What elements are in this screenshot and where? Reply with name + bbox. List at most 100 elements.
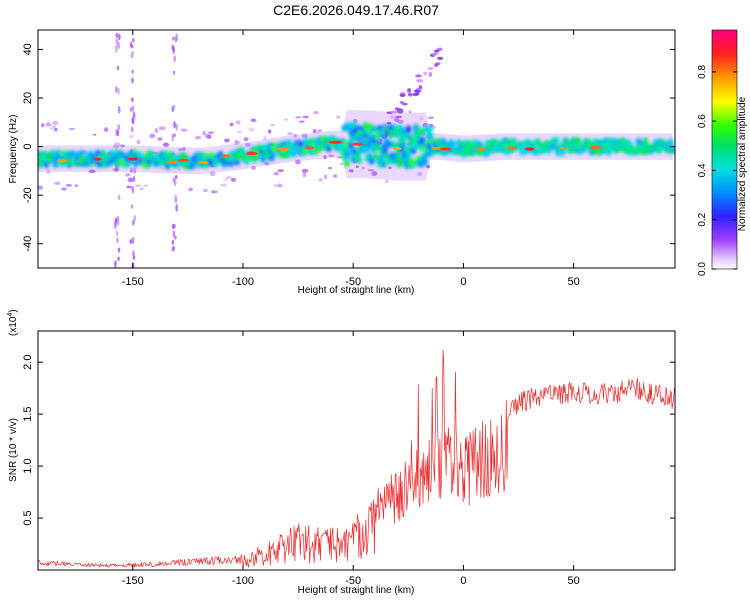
spectral-speck <box>295 159 301 165</box>
ridge-peak <box>177 158 190 162</box>
spectral-streak <box>133 167 136 174</box>
ridge-cell <box>667 140 674 148</box>
ridge-peak <box>57 158 68 163</box>
spectral-streak <box>132 250 135 257</box>
spectral-streak <box>117 41 120 50</box>
snr-y-scale-factor: (x104) <box>7 309 19 336</box>
spectrogram-y-axis-label: Frequency (Hz) <box>8 115 19 184</box>
spectrogram-y-tick-label: -40 <box>22 236 34 252</box>
spectral-speck <box>302 115 309 119</box>
snr-x-tick-label: 50 <box>567 575 579 587</box>
spectral-streak <box>115 86 118 93</box>
spectral-speck <box>273 171 280 176</box>
spectral-streak <box>175 203 178 212</box>
spectral-speck <box>180 128 188 132</box>
ridge-cell <box>669 146 675 154</box>
spectrogram-y-tick-label: 0 <box>22 144 34 150</box>
ridge-cell <box>387 141 394 149</box>
spectral-streak <box>114 221 117 227</box>
spectral-speck <box>301 168 309 173</box>
snr-y-tick-label: 1.0 <box>22 458 34 473</box>
colorbar-gradient <box>711 29 738 270</box>
spectral-streak <box>172 230 176 238</box>
spectral-speck <box>416 79 424 83</box>
spectrogram-x-tick-label: -150 <box>122 276 144 288</box>
spectral-speck <box>65 183 72 187</box>
ridge-peak <box>328 140 343 144</box>
spectrogram-y-tick-label: 40 <box>22 43 34 55</box>
spectral-speck <box>177 167 182 171</box>
ridge-cell <box>354 152 361 160</box>
spectral-speck <box>92 133 97 136</box>
spectral-speck <box>436 47 443 51</box>
spectrogram-x-tick-label: 0 <box>460 276 466 288</box>
spectral-speck <box>194 135 202 140</box>
spectral-speck <box>348 169 354 173</box>
spectral-streak <box>172 105 176 110</box>
spectral-speck <box>181 146 186 152</box>
spectral-speck <box>103 127 109 133</box>
snr-x-tick-label: -50 <box>345 575 361 587</box>
spectral-speck <box>209 171 216 177</box>
spectral-speck <box>207 131 215 135</box>
ridge-core <box>38 121 675 171</box>
ridge-cell <box>290 150 297 158</box>
snr-ticks: -150 -100 -50 0 50 0.5 1.0 1.5 2.0 <box>22 331 675 587</box>
ridge-cell <box>627 141 634 149</box>
spectral-speck <box>149 133 156 139</box>
ridge-peak <box>392 146 402 151</box>
spectral-speck <box>159 166 165 170</box>
spectral-speck <box>113 142 121 147</box>
spectral-streak <box>132 219 135 226</box>
colorbar-tick-label: 0.8 <box>697 64 708 78</box>
spectral-speck <box>277 183 283 188</box>
spectral-speck <box>52 125 56 128</box>
ridge-cell <box>325 145 332 153</box>
figure-title: C2E6.2026.049.17.46.R07 <box>273 2 439 18</box>
spectral-speck <box>158 126 166 131</box>
ridge-cell <box>378 154 385 162</box>
spectral-speck <box>317 129 323 132</box>
spectrogram-heatmap <box>38 32 675 268</box>
ridge-cell <box>269 152 276 160</box>
ridge-cell <box>405 152 412 160</box>
spectral-speck <box>220 183 227 187</box>
spectral-speck <box>406 88 412 93</box>
ridge-peak <box>558 146 567 151</box>
spectral-streak <box>131 97 134 103</box>
snr-x-axis-label: Height of straight line (km) <box>298 585 415 596</box>
ridge-cell <box>449 141 456 149</box>
spectral-streak <box>132 175 136 182</box>
spectral-streak <box>117 107 121 114</box>
spectral-speck <box>415 74 422 78</box>
colorbar-ticks: 0.0 0.2 0.4 0.6 0.8 <box>697 64 737 276</box>
spectral-streak <box>118 33 121 41</box>
spectrogram-y-tick-label: 20 <box>22 92 34 104</box>
spectral-speck <box>427 67 434 71</box>
ridge-peak <box>439 147 452 151</box>
ridge-cell <box>78 149 85 157</box>
spectral-speck <box>54 127 58 132</box>
ridge-peak <box>246 151 258 155</box>
spectral-streak <box>115 230 119 237</box>
ridge-peak <box>524 147 535 151</box>
spectral-speck <box>74 184 79 187</box>
spectral-speck <box>248 127 255 132</box>
spectral-speck <box>177 147 183 152</box>
spectral-speck <box>302 172 307 178</box>
colorbar-tick-label: 0.4 <box>697 163 708 177</box>
ridge-peak <box>476 147 486 151</box>
ridge-cell <box>38 161 44 169</box>
spectral-speck <box>222 178 229 181</box>
spectral-speck <box>41 123 45 128</box>
spectral-speck <box>127 177 134 183</box>
spectrogram-panel: -150 -100 -50 0 50 -40 -20 0 20 40 Height of stra… <box>8 29 676 296</box>
spectral-speck <box>399 101 405 104</box>
spectral-streak <box>117 87 120 95</box>
spectral-speck <box>390 110 398 114</box>
spectral-streak <box>130 44 134 49</box>
spectral-speck <box>371 171 378 176</box>
spectral-speck <box>333 174 338 178</box>
colorbar-tick-label: 0.6 <box>697 114 708 128</box>
